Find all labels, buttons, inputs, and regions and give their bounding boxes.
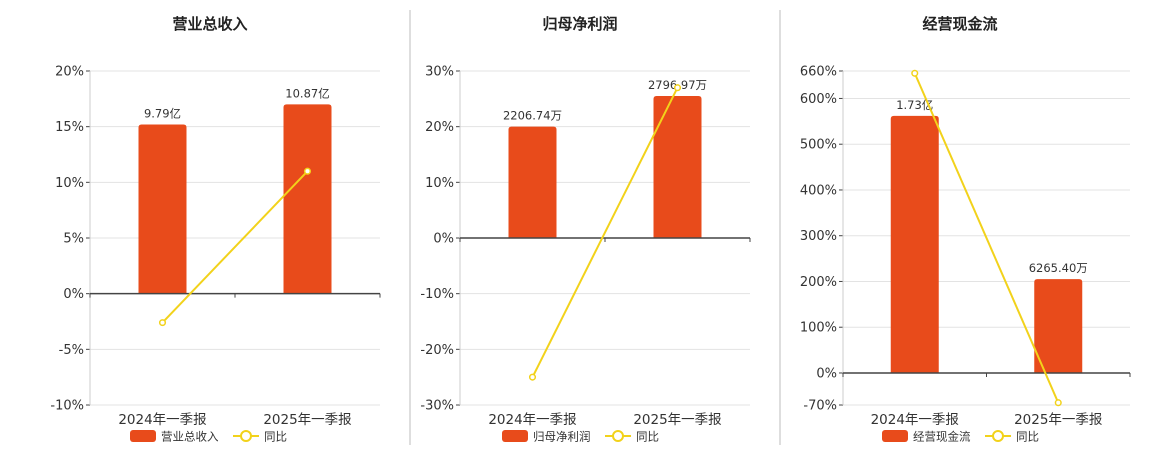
yoy-point: [303, 167, 312, 175]
y-tick-label: 15%: [55, 120, 84, 135]
y-tick-label: 5%: [63, 232, 84, 247]
y-tick-label: 500%: [800, 138, 837, 153]
y-tick-label: 400%: [800, 183, 837, 198]
y-tick-label: -10%: [420, 287, 454, 302]
bar: [890, 115, 939, 373]
yoy-line: [913, 72, 1060, 404]
legend-bar-label: 营业总收入: [161, 430, 219, 444]
legend-bar-swatch: [502, 430, 528, 442]
legend-bar-swatch: [882, 430, 908, 442]
legend-bar-label: 经营现金流: [913, 430, 971, 444]
bar-value-label: 2206.74万: [503, 109, 562, 123]
bar: [1034, 279, 1083, 373]
yoy-line: [531, 87, 679, 378]
bar-value-label: 6265.40万: [1029, 261, 1088, 275]
y-tick-label: -70%: [803, 399, 837, 414]
y-tick-label: -5%: [59, 343, 84, 358]
yoy-point: [158, 319, 167, 327]
revenue-chart: 营业总收入 -10% -5% 0% 5% 10% 15% 20% 9.79亿 10.87亿 2024…: [50, 15, 381, 444]
chart-title: 归母净利润: [542, 15, 617, 33]
bar: [138, 124, 187, 294]
x-tick-label: 2025年一季报: [1014, 412, 1102, 428]
legend-line-label: 同比: [1016, 430, 1039, 444]
bar-value-label: 1.73亿: [896, 98, 933, 112]
y-tick-label: 30%: [425, 65, 454, 80]
yoy-point: [673, 84, 682, 92]
yoy-point: [528, 373, 537, 381]
legend-bar-swatch: [130, 430, 156, 442]
x-tick-label: 2024年一季报: [488, 412, 576, 428]
chart-title: 营业总收入: [172, 15, 247, 33]
legend-line-marker: [240, 430, 252, 442]
y-tick-label: 300%: [800, 229, 837, 244]
legend-line-label: 同比: [264, 430, 287, 444]
y-tick-label: 660%: [800, 65, 837, 80]
y-tick-label: 0%: [433, 232, 454, 247]
y-tick-label: 0%: [816, 366, 837, 381]
yoy-point: [1054, 399, 1062, 407]
x-tick-label: 2024年一季报: [118, 412, 206, 428]
operating-cashflow-chart: 经营现金流 -70% 0% 100% 200% 300% 400% 500% 600% 660% 1…: [800, 15, 1131, 444]
y-tick-label: -30%: [420, 399, 454, 414]
y-tick-label: -10%: [50, 399, 84, 414]
legend-line-marker: [992, 430, 1004, 442]
bar: [653, 96, 702, 238]
y-tick-label: 10%: [425, 176, 454, 191]
y-tick-label: -20%: [420, 343, 454, 358]
bar: [508, 126, 557, 238]
x-tick-label: 2025年一季报: [633, 412, 721, 428]
y-tick-label: 0%: [63, 287, 84, 302]
x-tick-label: 2024年一季报: [871, 412, 959, 428]
legend-line-marker: [612, 430, 624, 442]
bar-value-label: 9.79亿: [144, 106, 181, 120]
legend-bar-label: 归母净利润: [533, 430, 591, 444]
x-tick-label: 2025年一季报: [263, 412, 351, 428]
y-tick-label: 20%: [425, 120, 454, 135]
y-tick-label: 600%: [800, 92, 837, 107]
bar-value-label: 10.87亿: [285, 86, 329, 100]
y-tick-label: 10%: [55, 176, 84, 191]
y-tick-label: 200%: [800, 275, 837, 290]
yoy-line: [161, 170, 309, 324]
chart-title: 经营现金流: [922, 15, 997, 33]
net-profit-chart: 归母净利润-30%-20%-10%0%10%20%30%2206.74万2796…: [420, 15, 751, 444]
legend-line-label: 同比: [636, 430, 659, 444]
bar: [283, 104, 332, 294]
y-tick-label: 20%: [55, 65, 84, 80]
y-tick-label: 100%: [800, 321, 837, 336]
yoy-point: [911, 69, 919, 77]
